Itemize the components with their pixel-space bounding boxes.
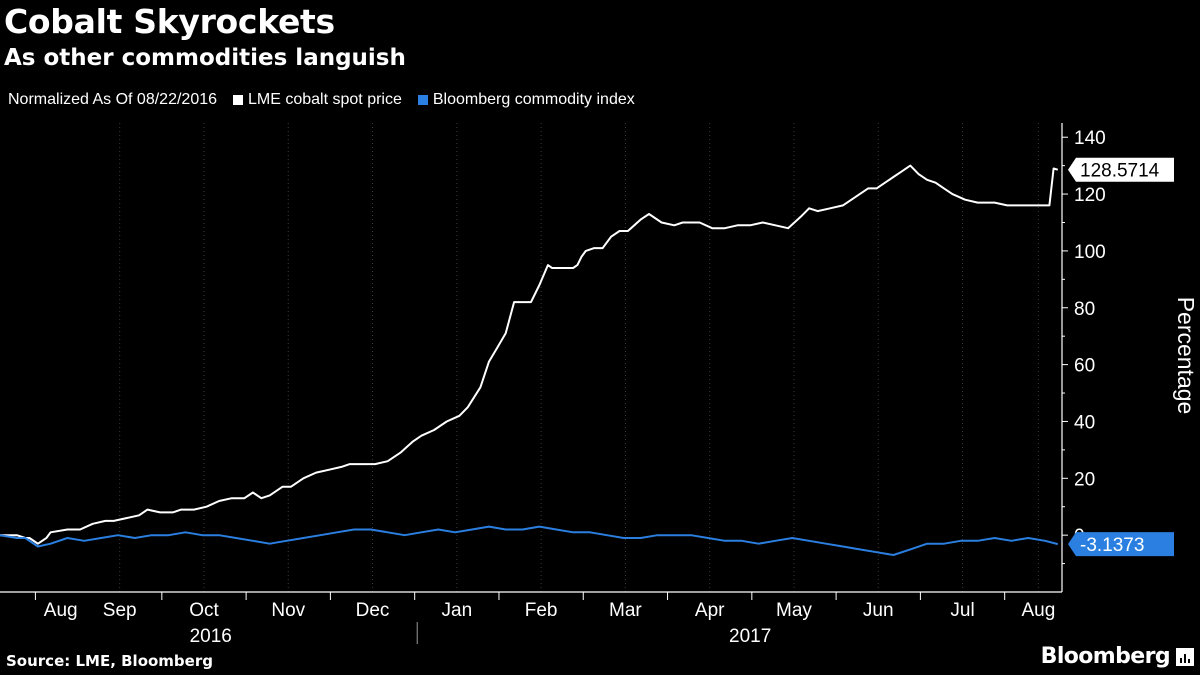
y-tick-label: 80: [1074, 299, 1095, 320]
y-tick-label: 120: [1074, 185, 1106, 206]
x-tick-label: Jul: [950, 600, 974, 621]
y-tick-label: 40: [1074, 412, 1095, 433]
legend-item-commodity-index: Bloomberg commodity index: [417, 91, 635, 109]
legend-swatch-cobalt: [233, 95, 244, 105]
legend-note-text: Normalized As Of 08/22/2016: [8, 91, 218, 108]
legend-label-commodity-index: Bloomberg commodity index: [432, 91, 635, 108]
series-lines: [0, 164, 1059, 556]
x-tick-label: Apr: [695, 600, 725, 621]
index-last-value-label: -3.1373: [1080, 535, 1144, 556]
legend-item-cobalt: LME cobalt spot price: [233, 91, 402, 109]
gridlines: [119, 123, 1039, 592]
cobalt-last-value-label: 128.5714: [1080, 161, 1160, 182]
x-tick-label: Aug: [1021, 600, 1055, 621]
brand-logo: Bloomberg: [1041, 644, 1194, 669]
index-last-value-flag: [1068, 532, 1174, 557]
x-tick-label: Oct: [189, 600, 219, 621]
legend-label-cobalt: LME cobalt spot price: [248, 91, 402, 108]
x-tick-label: Feb: [525, 600, 558, 621]
x-tick-label: Jun: [863, 600, 894, 621]
y-tick-label: 140: [1074, 128, 1106, 149]
legend-note: Normalized As Of 08/22/2016: [8, 91, 217, 109]
chart-title: Cobalt Skyrockets: [4, 2, 335, 41]
x-tick-label: Nov: [271, 600, 305, 621]
x-tick-label: Mar: [609, 600, 642, 621]
x-tick-label: Sep: [103, 600, 137, 621]
commodity-index-line: [0, 525, 1059, 556]
cobalt-last-value-flag: [1068, 157, 1174, 182]
x-tick-label: May: [776, 600, 812, 621]
y-tick-label: 60: [1074, 356, 1095, 377]
x-tick-label: Aug: [44, 600, 78, 621]
chart-subtitle: As other commodities languish: [4, 45, 406, 71]
value-labels: 128.5714 -3.1373: [1068, 157, 1174, 557]
brand-name: Bloomberg: [1040, 644, 1171, 669]
y-axis-title: Percentage: [1173, 297, 1199, 415]
year-label: 2017: [729, 626, 771, 647]
axes: 020406080100120140PercentageAugSepOctNov…: [0, 123, 1199, 647]
cobalt-price-line: [0, 164, 1059, 545]
y-tick-label: 20: [1074, 469, 1095, 490]
legend: Normalized As Of 08/22/2016 LME cobalt s…: [8, 91, 651, 109]
x-tick-label: Jan: [442, 600, 473, 621]
brand-chart-icon: [1176, 647, 1194, 666]
source-note: Source: LME, Bloomberg: [6, 652, 213, 670]
legend-swatch-commodity-index: [417, 95, 428, 105]
year-label: 2016: [190, 626, 232, 647]
y-tick-label: 100: [1074, 242, 1106, 263]
x-tick-label: Dec: [356, 600, 390, 621]
